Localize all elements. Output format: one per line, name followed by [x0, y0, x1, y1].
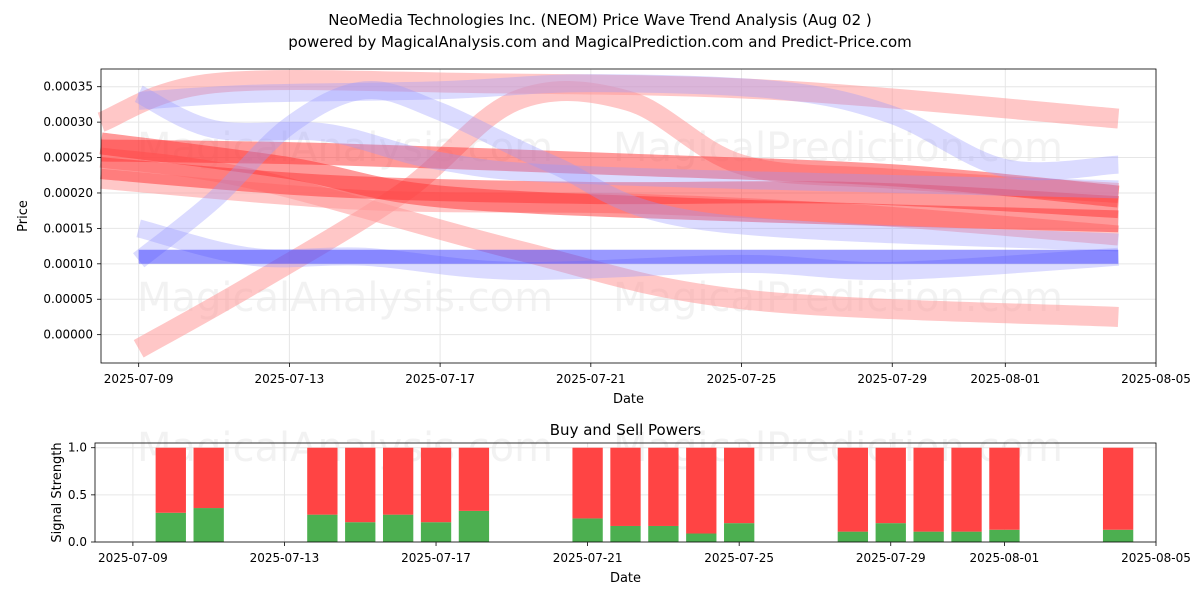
x-tick-label: 2025-07-13: [255, 372, 325, 386]
buy-bar: [1102, 529, 1134, 542]
plot-frame: [94, 442, 1157, 543]
y-tick-label: 0.0: [68, 535, 87, 549]
x-tick-label: 2025-07-13: [250, 551, 320, 565]
buy-bar: [155, 512, 186, 542]
y-tick-label: 0.00005: [43, 292, 93, 306]
buy-bar: [648, 525, 679, 542]
buy-bar: [382, 514, 414, 542]
sell-bar: [193, 447, 224, 509]
wave-band-red: [100, 139, 1120, 208]
y-tick-label: 0.00035: [43, 80, 93, 94]
sell-bar: [837, 447, 869, 532]
wave-band-light-blue: [133, 80, 1119, 268]
chart-subtitle: powered by MagicalAnalysis.com and Magic…: [288, 33, 912, 51]
sell-bar: [951, 447, 982, 532]
buy-bar: [951, 531, 982, 542]
buy-bar: [420, 522, 452, 542]
sell-bar: [420, 447, 452, 523]
x-tick-label: 2025-08-01: [970, 551, 1040, 565]
sell-bar: [1102, 447, 1134, 530]
sell-bar: [155, 447, 186, 513]
y-axis-label: Price: [16, 200, 31, 232]
sell-bar: [307, 447, 338, 515]
y-tick-label: 0.00000: [43, 328, 93, 342]
x-tick-label: 2025-08-05: [1121, 551, 1191, 565]
x-tick-label: 2025-07-25: [707, 372, 777, 386]
sell-bar: [345, 447, 376, 523]
x-tick-label: 2025-07-29: [857, 372, 927, 386]
x-tick-label: 2025-07-21: [556, 372, 626, 386]
y-tick-label: 0.00015: [43, 221, 93, 235]
x-tick-label: 2025-07-29: [856, 551, 926, 565]
x-tick-label: 2025-07-17: [401, 551, 471, 565]
x-tick-label: 2025-07-25: [704, 551, 774, 565]
buy-sell-title: Buy and Sell Powers: [550, 421, 702, 439]
sell-bar: [648, 447, 679, 526]
y-tick-label: 0.00025: [43, 151, 93, 165]
buy-bar: [686, 533, 717, 542]
buy-bar: [875, 523, 906, 542]
sell-bar: [572, 447, 603, 519]
x-tick-label: 2025-08-05: [1121, 372, 1191, 386]
sell-bar: [724, 447, 755, 524]
buy-bar: [345, 522, 376, 542]
sell-bar: [382, 447, 414, 515]
buy-sell-panel: Buy and Sell Powers 2025-07-09 2025-07-13 2…: [50, 421, 1191, 586]
wave-band-light-red: [97, 70, 1120, 132]
y-tick-label: 0.5: [68, 488, 87, 502]
buy-bar: [913, 531, 944, 542]
buy-bar: [193, 508, 224, 542]
buy-bar: [307, 514, 338, 542]
x-tick-label: 2025-07-21: [553, 551, 623, 565]
y-tick-label: 0.00010: [43, 257, 93, 271]
buy-bar: [458, 510, 490, 542]
wave-band-light-blue: [134, 85, 1119, 199]
sell-bar: [610, 447, 641, 526]
sell-bar: [458, 447, 490, 511]
buy-bar: [724, 523, 755, 542]
y-axis-label: Signal Strength: [50, 442, 65, 542]
wave-band-light-blue: [138, 74, 1119, 181]
y-tick-label: 0.00030: [43, 115, 93, 129]
buy-bar: [610, 525, 641, 542]
chart-title: NeoMedia Technologies Inc. (NEOM) Price …: [328, 11, 872, 29]
buy-bar: [989, 529, 1020, 542]
x-tick-label: 2025-07-09: [104, 372, 174, 386]
x-tick-label: 2025-07-17: [405, 372, 475, 386]
x-tick-label: 2025-07-09: [98, 551, 168, 565]
wave-band-red: [100, 157, 1119, 219]
sell-bar: [989, 447, 1020, 530]
x-axis-label: Date: [610, 571, 641, 586]
y-tick-label: 0.00020: [43, 186, 93, 200]
sell-bar: [913, 447, 944, 532]
sell-bar: [875, 447, 906, 524]
x-tick-label: 2025-08-01: [970, 372, 1040, 386]
buy-bar: [837, 531, 869, 542]
price-wave-panel: 2025-07-09 2025-07-13 2025-07-17 2025-07-21…: [16, 68, 1191, 407]
sell-bar: [686, 447, 717, 534]
y-tick-label: 1.0: [68, 441, 87, 455]
buy-bar: [572, 518, 603, 542]
plot-frame: [100, 68, 1157, 364]
x-axis-label: Date: [613, 392, 644, 407]
